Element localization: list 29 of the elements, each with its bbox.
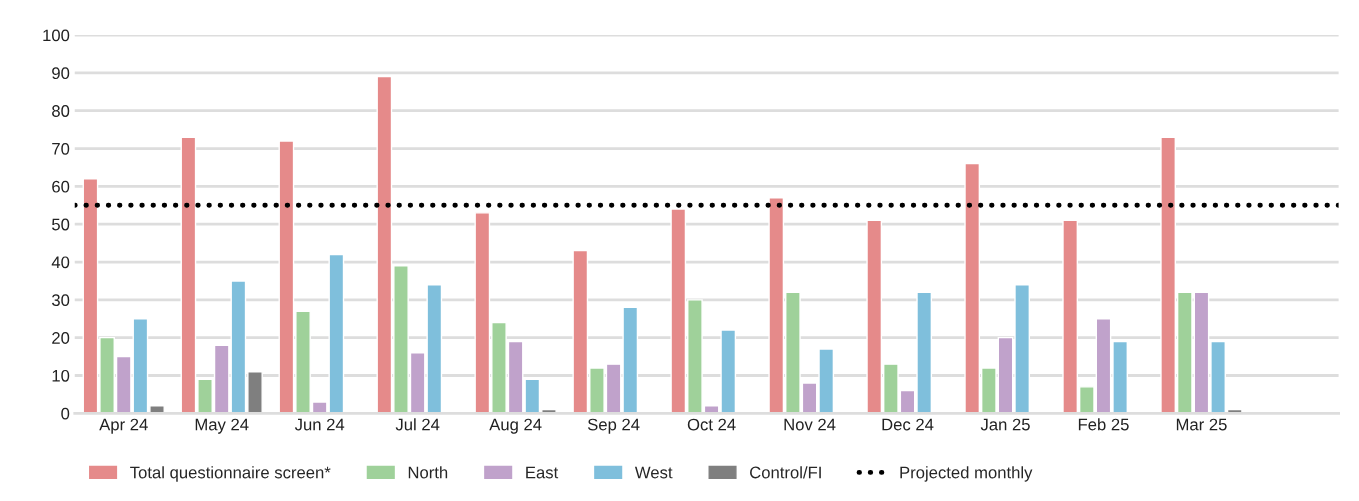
legend-label: East xyxy=(526,466,559,479)
x-tick-label: Sep 24 xyxy=(587,418,640,434)
y-tick-label: 20 xyxy=(52,332,70,344)
x-tick-label: May 24 xyxy=(195,418,249,434)
x-tick-label: Oct 24 xyxy=(687,418,736,431)
y-tick-label: 0 xyxy=(61,407,70,420)
y-tick-label: 10 xyxy=(52,369,70,382)
legend-label: Control/FI xyxy=(750,466,821,479)
y-tick-label: 100 xyxy=(43,29,70,42)
y-tick-label: 50 xyxy=(52,218,70,231)
y-tick-label: 30 xyxy=(51,294,70,307)
y-tick-label: 80 xyxy=(52,105,70,117)
legend-label: North xyxy=(408,466,448,479)
legend-label: Projected monthly xyxy=(900,466,1033,482)
x-tick-label: Jan 25 xyxy=(980,418,1030,431)
x-tick-label: Jul 24 xyxy=(395,418,440,431)
x-tick-label: Nov 24 xyxy=(784,418,836,431)
x-tick-label: Jun 24 xyxy=(294,418,345,431)
x-tick-label: Feb 25 xyxy=(1078,418,1129,431)
y-tick-label: 40 xyxy=(51,256,70,269)
legend-label: Total questionnaire screen* xyxy=(130,466,331,482)
x-tick-label: Aug 24 xyxy=(489,418,542,434)
legend-label: West xyxy=(634,466,673,479)
y-tick-label: 90 xyxy=(52,67,70,80)
x-tick-label: Dec 24 xyxy=(882,418,934,431)
y-tick-label: 60 xyxy=(52,180,70,193)
x-tick-label: Apr 24 xyxy=(99,418,148,434)
x-tick-label: Mar 25 xyxy=(1176,418,1227,431)
y-tick-label: 70 xyxy=(52,142,70,155)
